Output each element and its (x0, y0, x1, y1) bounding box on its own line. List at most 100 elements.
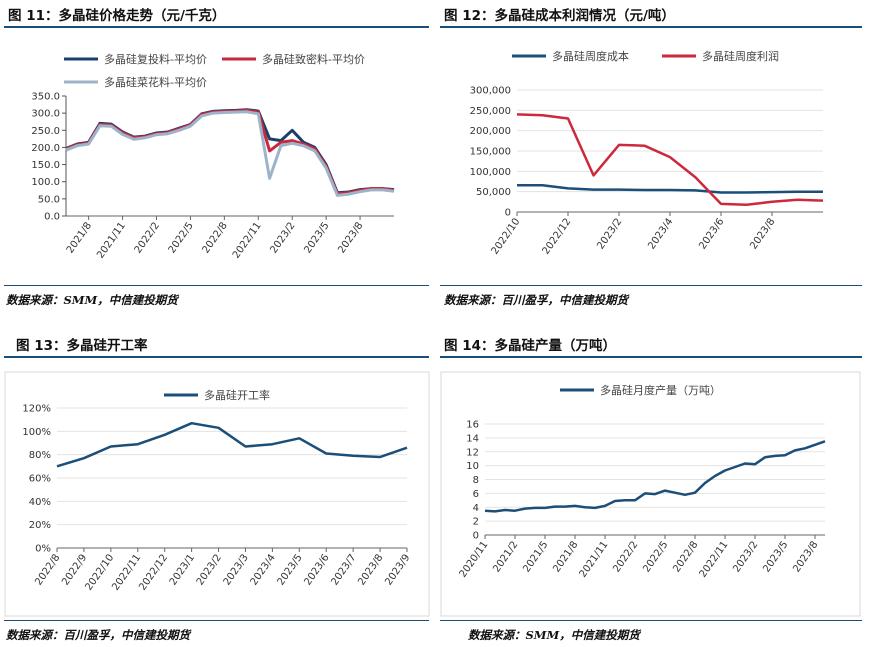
fig11-top-rule (4, 26, 429, 28)
y-tick-label: 250,000 (470, 106, 511, 117)
y-tick-label: 200,000 (470, 126, 511, 137)
y-tick-label: 250.0 (31, 126, 60, 137)
x-tick-label: 2022/9 (60, 552, 89, 587)
y-tick-label: 100% (22, 427, 51, 438)
fig12-top-rule (440, 26, 862, 28)
y-tick-label: 8 (473, 475, 479, 486)
x-tick-label: 2022/10 (490, 216, 523, 256)
fig12-title: 图 12：多晶硅成本利润情况（元/吨） (444, 8, 675, 24)
x-tick-label: 2023/1 (168, 552, 197, 587)
y-tick-label: 100,000 (470, 167, 511, 178)
y-tick-label: 100.0 (31, 177, 60, 188)
x-tick-label: 2022/8 (671, 539, 700, 574)
fig12-bottom-rule (440, 285, 862, 286)
y-tick-label: 300,000 (470, 86, 511, 97)
x-tick-label: 2022/5 (167, 220, 196, 255)
series-line-0 (517, 183, 823, 194)
x-tick-label: 2023/8 (748, 216, 777, 251)
x-tick-label: 2023/9 (383, 552, 412, 587)
y-tick-label: 50,000 (476, 187, 511, 198)
series-line-1 (65, 108, 395, 196)
x-tick-label: 2022/8 (201, 220, 230, 255)
y-tick-label: 0 (505, 208, 511, 219)
x-tick-label: 2023/6 (302, 552, 331, 587)
x-tick-label: 2022/2 (133, 220, 162, 255)
y-tick-label: 0% (35, 544, 51, 555)
x-tick-label: 2023/6 (697, 216, 726, 251)
x-tick-label: 2023/5 (276, 552, 305, 587)
x-tick-label: 2021/11 (578, 539, 611, 579)
legend-label-0: 多晶硅开工率 (204, 388, 270, 402)
x-tick-label: 2023/4 (249, 552, 278, 587)
x-tick-label: 2023/8 (356, 552, 385, 587)
fig13-title: 图 13：多晶硅开工率 (16, 338, 148, 354)
x-tick-label: 2022/2 (611, 539, 640, 574)
y-tick-label: 200.0 (31, 143, 60, 154)
x-tick-label: 2023/2 (731, 539, 760, 574)
y-tick-label: 150,000 (470, 147, 511, 158)
fig12-cost-profit-chart: 0 50,000 100,000 150,000 200,000 250,000 300,0… (470, 49, 824, 257)
fig13-bottom-rule (4, 620, 429, 621)
x-tick-label: 2022/12 (541, 216, 574, 256)
series-line-0 (65, 108, 395, 195)
x-tick-label: 2020/11 (458, 539, 491, 579)
legend-label-1: 多晶硅致密料-平均价 (262, 52, 365, 66)
fig11-source: 数据来源：SMM，中信建投期货 (6, 293, 178, 307)
x-tick-label: 2023/5 (761, 539, 790, 574)
y-tick-label: 14 (466, 433, 479, 444)
y-tick-label: 0 (473, 531, 479, 542)
y-tick-label: 2 (473, 517, 479, 528)
y-tick-label: 4 (473, 503, 479, 514)
fig14-top-rule (440, 356, 862, 358)
y-tick-label: 300.0 (31, 109, 60, 120)
x-tick-label: 2021/11 (95, 220, 128, 260)
fig12-source: 数据来源：百川盈孚，中信建投期货 (444, 293, 628, 307)
fig13-utilization-chart: 0%20%40%60%80%100%120%2022/82022/92022/1… (4, 371, 430, 617)
fig13-top-rule (4, 356, 429, 358)
fig14-source: 数据来源：SMM，中信建投期货 (468, 628, 640, 642)
x-tick-label: 2023/7 (329, 552, 358, 587)
series-line-2 (65, 110, 395, 197)
y-tick-label: 150.0 (31, 160, 60, 171)
x-tick-label: 2023/2 (195, 552, 224, 587)
x-tick-label: 2021/8 (65, 220, 94, 255)
y-tick-label: 60% (29, 474, 51, 485)
x-tick-label: 2021/8 (551, 539, 580, 574)
legend-label-0: 多晶硅月度产量（万吨） (600, 383, 721, 397)
legend-label-0: 多晶硅复投料-平均价 (104, 52, 207, 66)
x-tick-label: 2021/2 (491, 539, 520, 574)
x-tick-label: 2023/3 (222, 552, 251, 587)
y-tick-label: 20% (29, 520, 51, 531)
x-tick-label: 2021/5 (521, 539, 550, 574)
y-tick-label: 10 (466, 461, 479, 472)
x-tick-label: 2023/5 (302, 220, 331, 255)
x-tick-label: 2022/8 (33, 552, 62, 587)
x-tick-label: 2023/2 (595, 216, 624, 251)
fig11-bottom-rule (4, 285, 429, 286)
x-tick-label: 2022/11 (231, 220, 264, 260)
y-tick-label: 40% (29, 497, 51, 508)
legend-label-1: 多晶硅周度利润 (702, 49, 779, 63)
y-tick-label: 16 (466, 420, 479, 431)
y-tick-label: 0.0 (44, 212, 60, 223)
x-tick-label: 2023/4 (646, 216, 675, 251)
fig11-title: 图 11：多晶硅价格走势（元/千克） (8, 8, 226, 24)
fig14-bottom-rule (440, 620, 862, 621)
y-tick-label: 120% (22, 404, 51, 415)
x-tick-label: 2023/8 (791, 539, 820, 574)
x-tick-label: 2023/2 (268, 220, 297, 255)
plot-frame (4, 371, 430, 617)
x-tick-label: 2022/5 (641, 539, 670, 574)
x-tick-label: 2022/11 (698, 539, 731, 579)
series-line-0 (56, 421, 408, 468)
fig13-source: 数据来源：百川盈孚，中信建投期货 (6, 628, 190, 642)
legend-label-0: 多晶硅周度成本 (552, 49, 629, 63)
legend-label-2: 多晶硅菜花料-平均价 (104, 75, 207, 89)
y-tick-label: 6 (473, 489, 479, 500)
y-tick-label: 350.0 (31, 92, 60, 103)
series-line-0 (484, 440, 826, 513)
series-line-1 (516, 113, 824, 206)
plot-frame (440, 371, 861, 617)
x-tick-label: 2023/8 (336, 220, 365, 255)
